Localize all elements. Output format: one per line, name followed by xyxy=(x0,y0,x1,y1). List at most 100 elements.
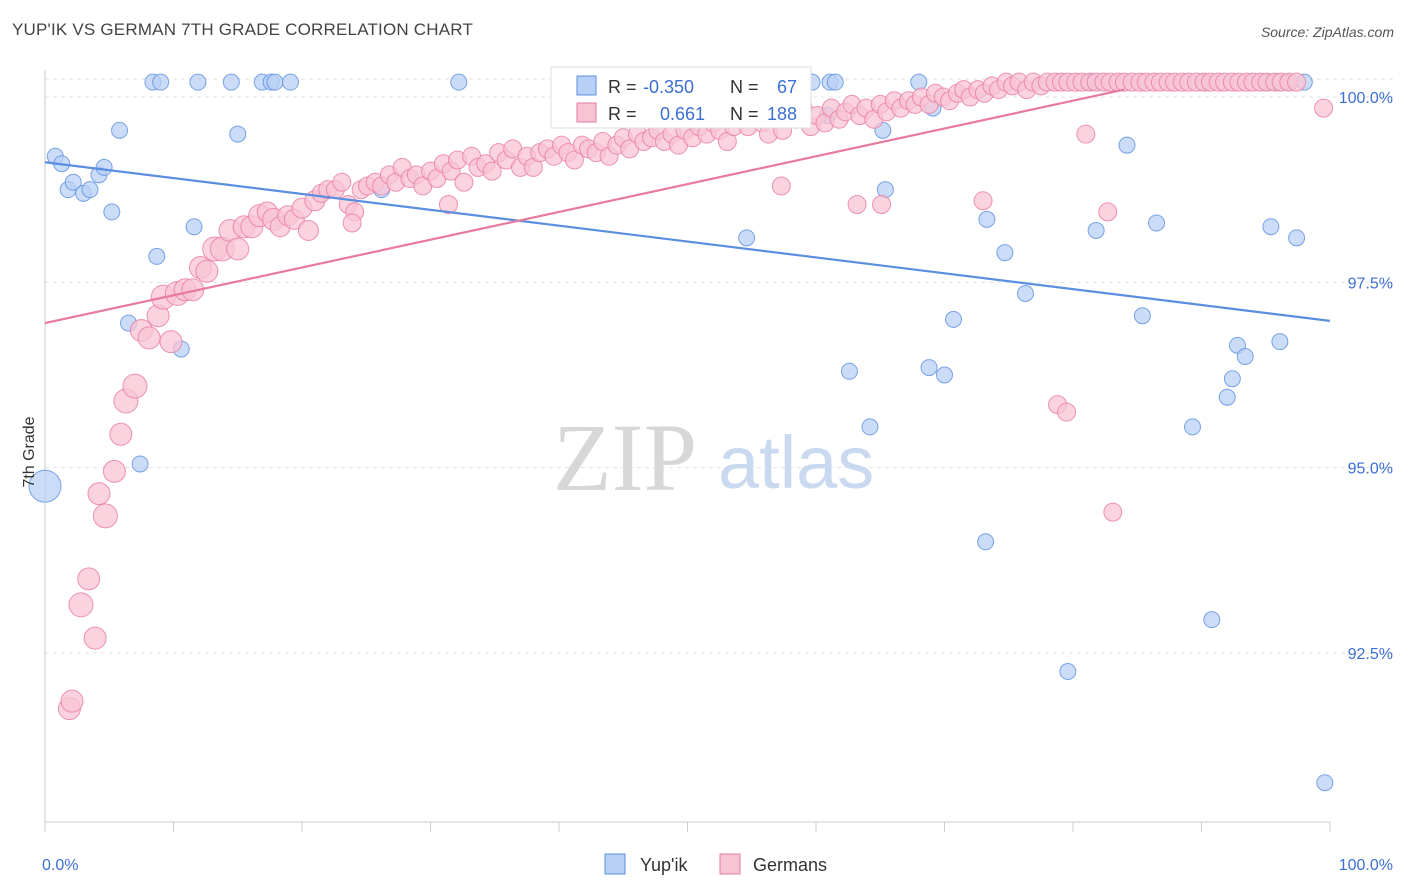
legend-n-value-1: 67 xyxy=(777,77,797,97)
germans-point xyxy=(1314,98,1334,118)
yupik-point xyxy=(1262,218,1280,236)
yupik-point xyxy=(1133,307,1151,325)
yupik-point xyxy=(131,455,149,473)
legend-n-value-2: 188 xyxy=(767,104,797,124)
yupik-point xyxy=(81,181,99,199)
yupik-point xyxy=(64,173,82,191)
germans-point xyxy=(1076,124,1096,144)
watermark-zip: ZIP xyxy=(553,404,697,511)
germans-point xyxy=(102,459,126,483)
yupik-point xyxy=(1316,774,1334,792)
yupik-point xyxy=(1223,370,1241,388)
germans-point xyxy=(1103,502,1123,522)
yupik-point xyxy=(861,418,879,436)
germans-point xyxy=(1057,402,1077,422)
legend-r-label-1: R = xyxy=(608,77,637,97)
y-tick-label: 100.0% xyxy=(1339,90,1393,107)
germans-point xyxy=(137,326,161,350)
germans-point xyxy=(92,503,118,529)
germans-point xyxy=(77,567,101,591)
yupik-point xyxy=(920,359,938,377)
germans-point xyxy=(87,482,111,506)
data-points xyxy=(28,72,1334,792)
yupik-point xyxy=(450,73,468,91)
yupik-point xyxy=(148,247,166,265)
yupik-point xyxy=(229,125,247,143)
yupik-point xyxy=(1148,214,1166,232)
gridlines xyxy=(45,78,1395,654)
trend-lines xyxy=(44,88,1331,325)
yupik-point xyxy=(910,73,928,91)
y-tick-labels: 92.5% 95.0% 97.5% 100.0% xyxy=(1339,90,1393,663)
germans-point xyxy=(847,194,867,214)
legend-r-value-2: 0.661 xyxy=(660,104,705,124)
watermark-atlas: atlas xyxy=(718,421,874,504)
yupik-point xyxy=(840,362,858,380)
germans-point xyxy=(438,194,458,214)
bottom-legend-swatch-germans xyxy=(719,853,741,875)
y-tick-label: 92.5% xyxy=(1348,646,1393,663)
germans-point xyxy=(332,172,352,192)
germans-point xyxy=(109,422,133,446)
bottom-legend: Yup'ik Germans xyxy=(604,853,827,875)
germans-point xyxy=(195,259,219,283)
yupik-point xyxy=(103,203,121,221)
legend-r-label-2: R = xyxy=(608,104,637,124)
yupik-point xyxy=(1118,136,1136,154)
bottom-legend-swatch-yupik xyxy=(604,853,626,875)
legend-r-value-1: -0.350 xyxy=(643,77,694,97)
yupik-point xyxy=(189,73,207,91)
germans-point xyxy=(771,176,791,196)
watermark: ZIP atlas xyxy=(553,404,874,511)
yupik-point xyxy=(222,73,240,91)
axes xyxy=(44,70,1331,832)
source-label: Source: ZipAtlas.com xyxy=(1260,24,1394,40)
yupik-point xyxy=(266,73,284,91)
chart-title: YUP'IK VS GERMAN 7TH GRADE CORRELATION C… xyxy=(12,20,474,39)
yupik-point xyxy=(936,366,953,384)
yupik-point xyxy=(111,121,129,139)
yupik-point xyxy=(826,73,844,91)
y-tick-label: 97.5% xyxy=(1348,275,1393,292)
legend-swatch-yupik xyxy=(576,75,597,96)
x-tick-label-max: 100.0% xyxy=(1339,857,1393,874)
yupik-point xyxy=(281,73,299,91)
x-tick-label-min: 0.0% xyxy=(42,857,78,874)
yupik-point xyxy=(978,210,996,228)
germans-point xyxy=(872,194,892,214)
yupik-point xyxy=(1271,333,1289,351)
y-axis-title: 7th Grade xyxy=(21,416,38,487)
bottom-legend-germans: Germans xyxy=(753,855,827,875)
germans-trend-line xyxy=(44,88,1125,325)
germans-point xyxy=(482,161,502,181)
yupik-point xyxy=(977,533,995,551)
yupik-point xyxy=(1087,221,1105,239)
germans-point xyxy=(973,191,993,211)
germans-point xyxy=(454,172,474,192)
germans-point xyxy=(1098,202,1118,222)
bottom-legend-yupik: Yup'ik xyxy=(640,855,688,875)
germans-point xyxy=(122,373,148,399)
yupik-point xyxy=(1059,663,1077,681)
yupik-point xyxy=(1218,388,1236,406)
y-tick-label: 95.0% xyxy=(1348,461,1393,478)
germans-point xyxy=(564,150,584,170)
x-tick-labels: 0.0% 100.0% xyxy=(42,857,1393,874)
yupik-point xyxy=(996,244,1014,262)
germans-point xyxy=(83,626,107,650)
germans-point xyxy=(159,330,183,354)
germans-point xyxy=(297,219,319,241)
germans-point xyxy=(1287,72,1307,92)
germans-point xyxy=(342,213,362,233)
legend-n-label-2: N = xyxy=(730,104,759,124)
legend-box: R = -0.350 N = 67 R = 0.661 N = 188 xyxy=(550,66,812,129)
germans-point xyxy=(60,689,84,713)
yupik-point xyxy=(95,158,113,176)
yupik-point xyxy=(1203,611,1221,629)
yupik-point xyxy=(944,310,962,328)
yupik-point xyxy=(1236,347,1254,365)
yupik-point xyxy=(152,73,170,91)
germans-point xyxy=(226,237,250,261)
legend-swatch-germans xyxy=(576,102,597,123)
